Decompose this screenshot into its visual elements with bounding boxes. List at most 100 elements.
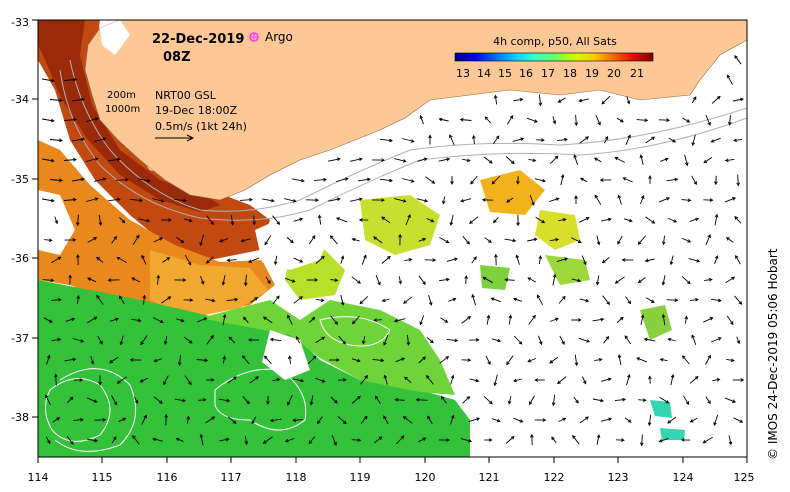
current-vector-arrow bbox=[111, 235, 117, 244]
current-vector-arrow bbox=[272, 295, 280, 305]
current-vector-arrow bbox=[337, 416, 347, 425]
current-vector-arrow bbox=[733, 417, 744, 423]
current-vector-arrow bbox=[666, 298, 679, 303]
current-vector-arrow bbox=[176, 237, 185, 244]
current-vector-arrow bbox=[395, 357, 406, 363]
current-vector-arrow bbox=[45, 436, 51, 445]
current-vector-arrow bbox=[516, 176, 520, 185]
current-vector-arrow bbox=[96, 294, 104, 305]
current-vector-arrow bbox=[111, 395, 118, 406]
current-vector-arrow bbox=[317, 214, 322, 225]
current-vector-arrow bbox=[682, 117, 691, 123]
current-vector-arrow bbox=[249, 376, 259, 384]
current-vector-arrow bbox=[648, 375, 652, 384]
current-vector-arrow bbox=[219, 237, 229, 243]
current-vector-arrow bbox=[683, 395, 690, 405]
x-tick-label: 122 bbox=[544, 471, 565, 484]
current-vector-arrow bbox=[558, 217, 567, 222]
cloud-gap-2 bbox=[262, 330, 310, 380]
current-vector-arrow bbox=[395, 435, 405, 445]
current-vector-arrow bbox=[681, 198, 692, 203]
current-vector-arrow bbox=[87, 316, 98, 324]
current-vector-arrow bbox=[512, 378, 523, 383]
current-vector-arrow bbox=[736, 174, 741, 187]
current-vector-arrow bbox=[513, 97, 524, 102]
current-vector-arrow bbox=[428, 294, 433, 306]
current-vector-arrow bbox=[129, 198, 143, 203]
colorbar: 4h comp, p50, All Sats 13 14 15 16 17 18… bbox=[454, 35, 654, 80]
current-vector-arrow bbox=[426, 217, 435, 223]
current-vector-arrow bbox=[493, 94, 498, 105]
current-vector-arrow bbox=[484, 116, 492, 124]
x-tick-label: 125 bbox=[734, 471, 755, 484]
current-vector-arrow bbox=[140, 335, 148, 346]
current-vector-arrow bbox=[206, 215, 214, 226]
current-vector-arrow bbox=[262, 436, 273, 444]
current-vector-arrow bbox=[197, 317, 208, 323]
current-vector-arrow bbox=[394, 158, 407, 163]
current-vector-arrow bbox=[440, 395, 447, 404]
current-vector-arrow bbox=[438, 438, 450, 442]
plot-frame bbox=[37, 19, 748, 458]
x-tick-123: 123 bbox=[608, 457, 629, 484]
current-vector-arrow bbox=[287, 355, 292, 364]
current-vector-arrow bbox=[534, 378, 545, 382]
current-vector-arrow bbox=[705, 396, 711, 405]
current-vector-arrow bbox=[617, 194, 622, 205]
current-vector-arrow bbox=[648, 175, 652, 184]
current-vector-arrow bbox=[601, 217, 612, 222]
current-vector-arrow bbox=[94, 177, 107, 182]
x-tick-label: 117 bbox=[221, 471, 242, 484]
current-vector-arrow bbox=[470, 175, 478, 185]
current-vector-arrow bbox=[153, 396, 163, 404]
current-vector-arrow bbox=[418, 275, 426, 286]
current-vector-arrow bbox=[736, 336, 741, 345]
current-vector-arrow bbox=[265, 276, 271, 285]
current-vector-arrow bbox=[461, 358, 472, 362]
y-tick--34: -34 bbox=[11, 93, 38, 106]
current-vector-arrow bbox=[227, 416, 237, 424]
current-vector-arrow bbox=[383, 374, 388, 385]
current-vector-arrow bbox=[714, 175, 718, 186]
bathymetry-contours bbox=[59, 59, 747, 221]
current-vector-arrow bbox=[513, 297, 523, 302]
current-vector-arrow bbox=[371, 198, 385, 202]
current-vector-arrow bbox=[734, 216, 742, 224]
current-vector-arrow bbox=[338, 378, 347, 382]
current-vector-arrow bbox=[109, 356, 119, 364]
current-vector-arrow bbox=[374, 436, 383, 444]
current-vector-arrow bbox=[351, 237, 360, 242]
current-vector-arrow bbox=[491, 418, 501, 423]
current-vector-arrow bbox=[471, 256, 477, 264]
current-vector-arrow bbox=[72, 97, 85, 102]
current-vector-arrow bbox=[468, 417, 481, 423]
current-vector-arrow bbox=[491, 175, 501, 185]
vector-scale-arrow bbox=[155, 134, 195, 142]
current-vector-arrow bbox=[295, 335, 301, 344]
current-vector-arrow bbox=[350, 157, 363, 162]
current-vector-arrow bbox=[262, 316, 273, 324]
current-vector-arrow bbox=[330, 396, 338, 404]
current-vector-arrow bbox=[494, 253, 498, 266]
current-vector-arrow bbox=[689, 417, 698, 423]
current-vector-arrow bbox=[460, 438, 473, 443]
current-vector-arrow bbox=[439, 237, 450, 244]
current-vector-arrow bbox=[571, 318, 582, 322]
current-vector-arrow bbox=[644, 258, 655, 263]
current-vector-arrow bbox=[551, 436, 557, 444]
colorbar-tick: 14 bbox=[477, 67, 491, 80]
current-vector-arrow bbox=[176, 318, 185, 323]
current-vector-arrow bbox=[684, 154, 689, 167]
current-vector-arrow bbox=[141, 414, 147, 425]
current-vector-arrow bbox=[426, 336, 434, 344]
current-vector-arrow bbox=[527, 277, 537, 283]
current-vector-arrow bbox=[86, 197, 99, 202]
current-vector-arrow bbox=[307, 355, 317, 365]
current-vector-arrow bbox=[570, 237, 582, 243]
current-vector-arrow bbox=[658, 437, 669, 443]
current-vector-arrow bbox=[418, 437, 427, 443]
current-vector-arrow bbox=[358, 177, 371, 182]
current-vector-arrow bbox=[152, 437, 164, 442]
current-vector-arrow bbox=[218, 398, 231, 403]
current-vector-arrow bbox=[647, 414, 652, 427]
